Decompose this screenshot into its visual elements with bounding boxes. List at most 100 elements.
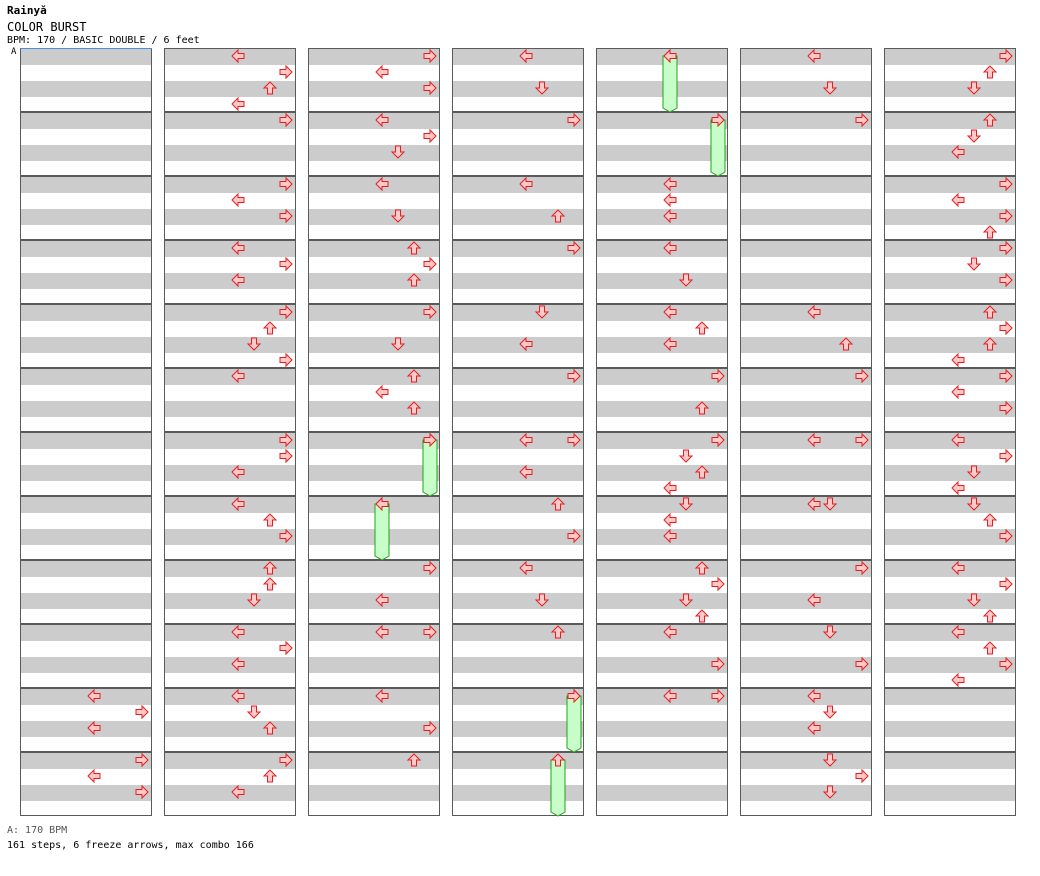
step-arrow-left-icon <box>375 688 389 704</box>
step-arrow-up-icon <box>982 113 998 127</box>
step-arrow-left-icon <box>807 304 821 320</box>
step-arrow-left-icon <box>663 480 677 496</box>
measure-box <box>164 368 296 432</box>
step-arrow-up-icon <box>838 337 854 351</box>
step-arrow-up-icon <box>982 609 998 623</box>
step-arrow-left-icon <box>375 592 389 608</box>
measure-box <box>596 496 728 560</box>
step-arrow-up-icon <box>982 305 998 319</box>
measure-box <box>20 240 152 304</box>
step-arrow-left-icon <box>663 528 677 544</box>
step-arrow-right-icon <box>999 368 1013 384</box>
freeze-head-right-icon <box>711 112 725 128</box>
step-arrow-left-icon <box>951 352 965 368</box>
step-arrow-left-icon <box>663 336 677 352</box>
step-arrow-down-icon <box>534 593 550 607</box>
measure-box <box>740 112 872 176</box>
step-arrow-right-icon <box>135 704 149 720</box>
step-arrow-left-icon <box>951 192 965 208</box>
step-arrow-right-icon <box>279 208 293 224</box>
step-arrow-left-icon <box>375 64 389 80</box>
step-arrow-left-icon <box>231 368 245 384</box>
measure-box <box>164 496 296 560</box>
measure-box <box>884 496 1016 560</box>
measure-box <box>596 368 728 432</box>
step-arrow-right-icon <box>711 576 725 592</box>
step-arrow-right-icon <box>279 352 293 368</box>
measure-box <box>740 688 872 752</box>
measure-box <box>740 624 872 688</box>
step-arrow-up-icon <box>550 497 566 511</box>
step-arrow-right-icon <box>567 368 581 384</box>
step-arrow-up-icon <box>982 641 998 655</box>
measure-box <box>596 240 728 304</box>
step-arrow-left-icon <box>951 432 965 448</box>
step-arrow-left-icon <box>663 176 677 192</box>
step-arrow-left-icon <box>663 192 677 208</box>
step-arrow-left-icon <box>519 560 533 576</box>
measure-box <box>596 752 728 816</box>
freeze-arrow <box>550 759 566 817</box>
measure-box <box>740 560 872 624</box>
step-arrow-right-icon <box>279 304 293 320</box>
measure-box <box>452 432 584 496</box>
measure-box <box>164 304 296 368</box>
step-arrow-up-icon <box>262 577 278 591</box>
measure-box <box>740 752 872 816</box>
measure-box <box>164 48 296 112</box>
step-arrow-left-icon <box>519 464 533 480</box>
step-arrow-up-icon <box>262 769 278 783</box>
bpm-legend: A: 170 BPM <box>7 825 68 836</box>
measure-box <box>20 368 152 432</box>
step-arrow-down-icon <box>390 145 406 159</box>
step-arrow-right-icon <box>855 432 869 448</box>
step-arrow-left-icon <box>951 560 965 576</box>
measure-box <box>884 48 1016 112</box>
step-arrow-left-icon <box>231 624 245 640</box>
step-arrow-right-icon <box>855 560 869 576</box>
step-arrow-left-icon <box>807 592 821 608</box>
step-arrow-down-icon <box>678 497 694 511</box>
step-arrow-right-icon <box>279 432 293 448</box>
step-arrow-right-icon <box>423 624 437 640</box>
step-arrow-up-icon <box>262 721 278 735</box>
step-arrow-left-icon <box>951 480 965 496</box>
measure-box <box>164 752 296 816</box>
step-arrow-right-icon <box>999 656 1013 672</box>
step-arrow-right-icon <box>855 368 869 384</box>
step-arrow-left-icon <box>807 720 821 736</box>
step-arrow-left-icon <box>951 624 965 640</box>
measure-box <box>308 240 440 304</box>
step-arrow-up-icon <box>406 241 422 255</box>
step-arrow-right-icon <box>279 112 293 128</box>
measure-box <box>884 688 1016 752</box>
step-arrow-left-icon <box>231 784 245 800</box>
measure-box <box>308 48 440 112</box>
step-arrow-up-icon <box>262 321 278 335</box>
measure-box <box>452 560 584 624</box>
step-arrow-down-icon <box>966 497 982 511</box>
step-arrow-down-icon <box>534 305 550 319</box>
step-arrow-right-icon <box>423 304 437 320</box>
step-arrow-up-icon <box>262 561 278 575</box>
measure-box <box>884 432 1016 496</box>
step-arrow-right-icon <box>999 576 1013 592</box>
measure-box <box>884 368 1016 432</box>
step-arrow-down-icon <box>246 705 262 719</box>
step-arrow-down-icon <box>822 705 838 719</box>
step-arrow-right-icon <box>279 64 293 80</box>
step-arrow-left-icon <box>87 768 101 784</box>
step-arrow-left-icon <box>663 208 677 224</box>
step-arrow-left-icon <box>663 688 677 704</box>
measure-box <box>452 368 584 432</box>
measure-box <box>596 48 728 112</box>
step-arrow-up-icon <box>262 513 278 527</box>
step-arrow-up-icon <box>694 609 710 623</box>
measure-box <box>164 432 296 496</box>
step-arrow-right-icon <box>567 528 581 544</box>
step-arrow-right-icon <box>423 720 437 736</box>
step-arrow-right-icon <box>423 48 437 64</box>
step-arrow-down-icon <box>966 465 982 479</box>
measure-box <box>884 752 1016 816</box>
